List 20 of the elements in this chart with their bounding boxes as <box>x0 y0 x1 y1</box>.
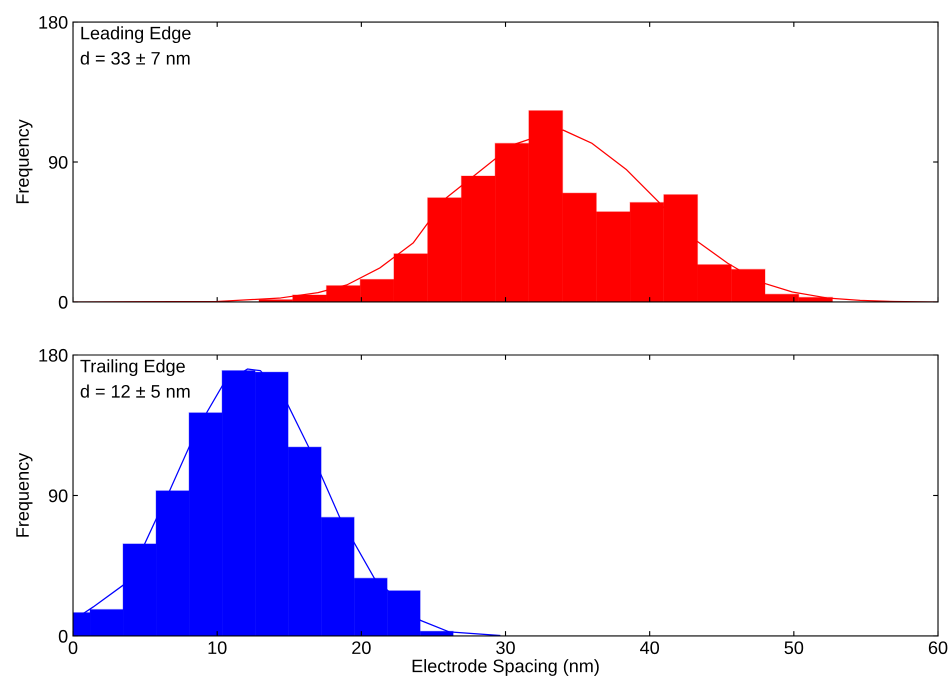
annotation: d = 12 ± 5 nm <box>80 384 190 398</box>
annotation: d = 33 ± 7 nm <box>80 51 190 65</box>
y-axis-title: Frequency <box>16 452 32 537</box>
x-tick-label: 30 <box>496 641 515 654</box>
y-tick-label: 180 <box>39 16 68 29</box>
x-axis-title: Electrode Spacing (nm) <box>412 659 599 676</box>
annotation: Trailing Edge <box>80 359 185 376</box>
x-tick-label: 0 <box>68 641 78 654</box>
y-tick-label: 90 <box>48 156 68 169</box>
x-tick-label: 60 <box>928 641 948 654</box>
annotation: Leading Edge <box>81 26 191 44</box>
y-axis-title: Frequency <box>16 119 32 204</box>
y-tick-label: 180 <box>39 348 68 362</box>
y-tick-label: 0 <box>58 296 68 309</box>
x-tick-label: 40 <box>640 641 660 654</box>
y-tick-label: 90 <box>48 489 68 502</box>
x-tick-label: 50 <box>784 641 804 654</box>
x-tick-label: 10 <box>208 641 227 654</box>
x-tick-label: 20 <box>352 641 371 654</box>
y-tick-label: 0 <box>58 630 68 643</box>
